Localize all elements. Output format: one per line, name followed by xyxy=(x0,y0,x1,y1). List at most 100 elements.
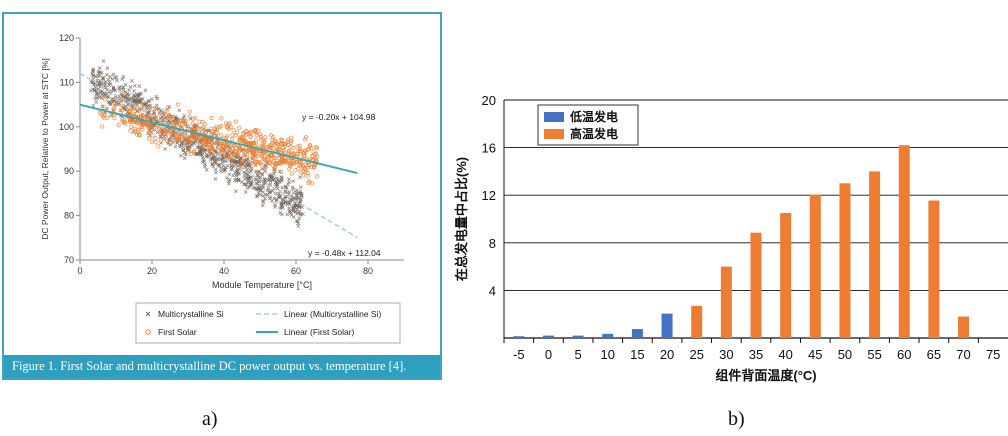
multicrystalline-point xyxy=(137,92,142,96)
multicrystalline-point xyxy=(299,197,303,202)
bar-low-temp xyxy=(631,329,643,338)
first-solar-point xyxy=(237,147,243,152)
multicrystalline-point xyxy=(245,186,250,190)
first-solar-point xyxy=(313,156,319,161)
multicrystalline-point xyxy=(287,200,292,205)
first-solar-point xyxy=(187,109,192,114)
multicrystalline-point xyxy=(108,82,113,87)
x-tick-label: 50 xyxy=(838,347,852,362)
multicrystalline-point xyxy=(283,190,288,195)
multicrystalline-point xyxy=(143,88,148,93)
first-solar-point xyxy=(192,149,197,154)
first-solar-point xyxy=(174,136,179,141)
multicrystalline-point xyxy=(113,76,117,80)
multicrystalline-point xyxy=(112,88,116,92)
first-solar-point xyxy=(305,147,310,152)
multicrystalline-point xyxy=(287,177,291,182)
x-tick-label: 30 xyxy=(719,347,733,362)
multicrystalline-point xyxy=(223,168,227,172)
first-solar-point xyxy=(309,145,314,151)
multicrystalline-point xyxy=(275,176,279,180)
multicrystalline-point xyxy=(294,219,299,224)
multicrystalline-point xyxy=(127,88,131,92)
multicrystalline-point xyxy=(97,95,102,100)
multicrystalline-point xyxy=(163,147,168,151)
first-solar-point xyxy=(131,106,136,111)
y-axis-label: DC Power Output, Relative to Power at ST… xyxy=(40,58,50,239)
multicrystalline-point xyxy=(94,88,99,93)
multicrystalline-point xyxy=(297,216,302,221)
first-solar-point xyxy=(233,119,238,124)
first-solar-point xyxy=(206,141,211,147)
legend: Multicrystalline Si First Solar Linear (Mu… xyxy=(135,302,401,344)
first-solar-point xyxy=(237,125,242,131)
first-solar-point xyxy=(120,119,125,124)
first-solar-point xyxy=(245,152,250,158)
first-solar-point xyxy=(229,156,235,162)
multicrystalline-point xyxy=(266,178,271,182)
first-solar-point xyxy=(162,111,167,117)
first-solar-point xyxy=(119,108,125,113)
first-solar-point xyxy=(226,154,231,159)
first-solar-point xyxy=(236,153,241,158)
multicrystalline-point xyxy=(213,161,218,166)
first-solar-point xyxy=(158,138,163,143)
first-solar-point xyxy=(248,165,253,171)
legend-label-high-temp: 高温发电 xyxy=(570,126,618,141)
multicrystalline-point xyxy=(100,104,105,109)
first-solar-point xyxy=(201,125,206,130)
first-solar-point xyxy=(146,103,151,109)
first-solar-point xyxy=(128,128,133,133)
first-solar-point xyxy=(166,134,171,139)
first-solar-point xyxy=(295,144,300,149)
first-solar-point xyxy=(194,124,199,129)
multicrystalline-point xyxy=(278,194,283,198)
first-solar-point xyxy=(199,137,204,142)
first-solar-point xyxy=(272,167,277,172)
x-tick-label: 40 xyxy=(778,347,792,362)
legend-marker-multicrystalline xyxy=(145,311,151,317)
x-tick-label: 35 xyxy=(749,347,763,362)
first-solar-point xyxy=(135,121,140,126)
multicrystalline-point xyxy=(272,177,277,182)
first-solar-point xyxy=(188,152,194,157)
first-solar-point xyxy=(231,128,236,133)
multicrystalline-point xyxy=(106,77,111,82)
multicrystalline-point xyxy=(268,179,273,184)
multicrystalline-point xyxy=(262,177,267,182)
multicrystalline-point xyxy=(190,143,194,147)
first-solar-point xyxy=(149,139,155,144)
multicrystalline-point xyxy=(91,73,96,78)
x-tick-label: 80 xyxy=(363,266,373,276)
x-axis-label: 组件背面温度(°C) xyxy=(715,368,816,383)
bar-chart: 4 8 12 16 20 -5 0 5 10 15 20 25 30 35 40 45 50 55 60 65 70 75… xyxy=(454,93,1008,383)
x-tick-label: 25 xyxy=(689,347,703,362)
multicrystalline-point xyxy=(266,186,271,191)
multicrystalline-point xyxy=(243,190,248,194)
multicrystalline-point xyxy=(121,74,126,79)
first-solar-point xyxy=(165,139,170,144)
multicrystalline-point xyxy=(263,169,267,174)
multicrystalline-point xyxy=(287,180,292,185)
first-solar-point xyxy=(172,138,177,143)
multicrystalline-point xyxy=(146,99,151,104)
first-solar-point xyxy=(116,122,121,128)
multicrystalline-point xyxy=(179,153,183,158)
first-solar-point xyxy=(190,121,195,126)
first-solar-point xyxy=(137,132,142,137)
multicrystalline-point xyxy=(94,100,99,104)
multicrystalline-point xyxy=(265,193,270,197)
multicrystalline-point xyxy=(111,72,116,77)
multicrystalline-point xyxy=(283,189,288,194)
first-solar-point xyxy=(182,120,187,125)
multicrystalline-point xyxy=(184,143,189,148)
multicrystalline-point xyxy=(244,182,249,187)
first-solar-point xyxy=(207,147,212,152)
first-solar-point xyxy=(252,148,257,153)
first-solar-point xyxy=(275,147,280,152)
multicrystalline-point xyxy=(291,209,296,213)
bar-low-temp xyxy=(572,335,584,338)
multicrystalline-point xyxy=(97,66,102,70)
first-solar-point xyxy=(238,162,243,167)
